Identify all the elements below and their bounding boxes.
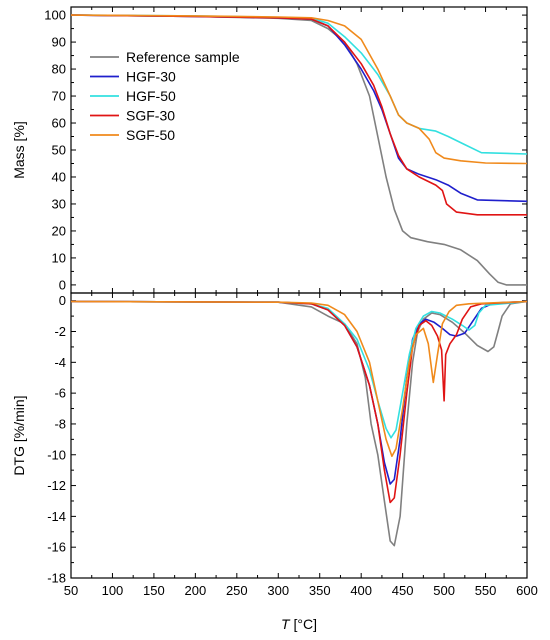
dtg-ytick-label: -4	[54, 355, 66, 370]
dtg-series-group	[71, 300, 527, 547]
dtg-series-hgf-50	[71, 300, 527, 439]
legend-label: SGF-50	[126, 127, 175, 143]
mass-ytick-label: 10	[52, 250, 66, 265]
mass-ytick-label: 40	[52, 169, 66, 184]
legend-label: HGF-50	[126, 88, 176, 104]
dtg-ytick-label: -6	[54, 386, 66, 401]
mass-panel: 0 10 20 30 40 50 60 70 80 90 100 Mass [%]	[11, 6, 528, 294]
dtg-series-sgf-30	[71, 300, 527, 504]
xtick-label: 450	[392, 583, 414, 598]
dtg-ytick-label: -16	[47, 540, 66, 555]
legend-label: SGF-30	[126, 108, 175, 124]
dtg-series-reference-sample	[71, 300, 527, 547]
xlabel: T [°C]	[281, 616, 317, 632]
xtick-label: 100	[102, 583, 124, 598]
mass-ylabel: Mass [%]	[11, 121, 27, 179]
mass-series-group	[71, 14, 527, 286]
mass-ytick-label: 90	[52, 35, 66, 50]
xtick-label: 200	[185, 583, 207, 598]
xtick-label: 50	[64, 583, 78, 598]
xtick-label: 600	[516, 583, 538, 598]
xtick-label: 400	[350, 583, 372, 598]
mass-ytick-label: 20	[52, 223, 66, 238]
legend-label: Reference sample	[126, 49, 240, 65]
mass-series-sgf-50	[71, 14, 527, 165]
mass-ytick-label: 60	[52, 116, 66, 131]
legend-label: HGF-30	[126, 69, 176, 85]
mass-ytick-label: 0	[59, 277, 66, 292]
mass-ytick-label: 80	[52, 62, 66, 77]
xtick-label: 550	[475, 583, 497, 598]
xtick-label: 300	[267, 583, 289, 598]
xtick-label: 500	[433, 583, 455, 598]
dtg-ytick-label: -10	[47, 447, 66, 462]
mass-ytick-label: 30	[52, 196, 66, 211]
mass-ytick-label: 100	[44, 8, 66, 23]
dtg-ytick-label: -14	[47, 509, 66, 524]
xlabel-unit: [°C]	[290, 616, 317, 632]
dtg-series-sgf-50	[71, 300, 527, 458]
dtg-ytick-label: -2	[54, 324, 66, 339]
xtick-label: 350	[309, 583, 331, 598]
xlabel-italic: T	[281, 616, 291, 632]
dtg-ytick-label: 0	[59, 293, 66, 308]
legend: Reference sample HGF-30 HGF-50 SGF-30 SGF-50	[90, 49, 240, 143]
dtg-ytick-label: -18	[47, 571, 66, 586]
mass-series-reference-sample	[71, 14, 527, 286]
mass-series-sgf-30	[71, 14, 527, 216]
dtg-ytick-label: -12	[47, 478, 66, 493]
xtick-label: 250	[226, 583, 248, 598]
mass-ytick-label: 70	[52, 89, 66, 104]
dtg-ylabel: DTG [%/min]	[11, 395, 27, 475]
mass-ytick-label: 50	[52, 143, 66, 158]
dtg-ytick-label: -8	[54, 416, 66, 431]
xtick-label: 150	[143, 583, 165, 598]
